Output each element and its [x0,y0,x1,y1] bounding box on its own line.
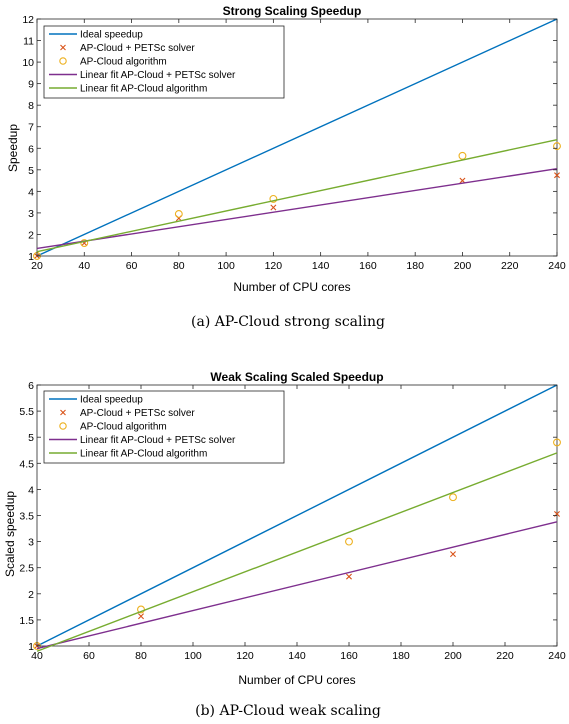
chart-b-ytick-label: 2.5 [19,563,34,575]
chart-a-xtick-label: 100 [217,260,235,272]
chart-b-legend-swatch [59,422,67,430]
chart-b-x-marker [138,613,144,620]
chart-a-legend-swatch [59,57,67,65]
chart-b-legend-label: Linear fit AP-Cloud + PETSc solver [80,435,236,446]
chart-b-legend-label: Ideal speedup [80,395,143,406]
chart-b-xtick-label: 40 [31,650,43,662]
chart-b-legend-label: Linear fit AP-Cloud algorithm [80,449,207,460]
chart-b-xtick-label: 140 [288,650,306,662]
chart-a-ytick-label: 2 [28,229,34,241]
chart-a-ytick-label: 8 [28,100,34,112]
chart-a-series [33,18,561,260]
chart-a-legend-swatch [60,44,66,51]
chart-a-o-marker [80,239,89,248]
chart-b-legend-box [43,390,285,464]
chart-b-xtick-label: 240 [548,650,566,662]
chart-b-legend-label: AP-Cloud + PETSc solver [80,408,195,419]
chart-a-xtick-label: 120 [265,260,283,272]
chart-a-series-line-3 [36,168,558,250]
chart-a-xtick-label: 80 [173,260,185,272]
chart-a-legend-label: Linear fit AP-Cloud + PETSc solver [80,70,236,81]
chart-b-ylabel: Scaled speedup [3,491,17,577]
chart-a-legend-label: Linear fit AP-Cloud algorithm [80,84,207,95]
chart-b-xtick-label: 160 [340,650,358,662]
chart-a-ytick-label: 12 [22,14,34,26]
chart-b-ytick-label: 1.5 [19,615,34,627]
chart-b-ytick-label: 5 [28,432,34,444]
chart-a-xtick-label: 180 [406,260,424,272]
chart-b-ytick-label: 3 [28,537,34,549]
chart-b-ytick-label: 1 [28,641,34,653]
chart-a-legend-box [43,25,285,99]
chart-b-series-line-4 [36,452,558,652]
chart-b-title: Weak Scaling Scaled Speedup [210,370,383,384]
chart-weak-scaling: Weak Scaling Scaled Speedup 40 60 80 100 120… [3,370,566,719]
chart-a-legend-label: AP-Cloud + PETSc solver [80,43,195,54]
chart-a-o-marker [174,210,183,218]
chart-a-series-line-4 [36,138,558,253]
chart-a-ytick-label: 3 [28,208,34,220]
chart-b-xtick-label: 60 [83,650,95,662]
chart-a-legend-label: Ideal speedup [80,30,143,41]
chart-b-xtick-label: 220 [496,650,514,662]
chart-b-ytick-label: 2 [28,589,34,601]
chart-b-caption: (b) AP-Cloud weak scaling [195,703,381,719]
chart-a-legend-label: AP-Cloud algorithm [80,57,167,68]
chart-b-xlabel: Number of CPU cores [238,673,355,687]
chart-a-series-line-0 [36,18,558,257]
chart-a-xtick-label: 20 [31,260,43,272]
chart-a-ticks: 20 40 60 80 100 120 140 160 180 200 220 24012345678… [22,14,566,272]
chart-b-ytick-label: 4.5 [19,458,34,470]
chart-a-ytick-label: 11 [23,36,34,48]
chart-a-o-marker [458,151,467,160]
chart-a-ytick-label: 1 [28,251,34,263]
chart-b-series-line-0 [36,384,558,647]
chart-b-o-marker [137,605,145,614]
chart-a-x-marker [270,204,277,211]
chart-a-ytick-label: 10 [22,57,34,69]
chart-b-series-line-3 [36,521,558,650]
chart-a-ytick-label: 6 [28,143,34,155]
chart-a-xtick-label: 140 [312,260,330,272]
chart-a-o-marker [269,194,278,203]
chart-b-xtick-label: 80 [135,650,147,662]
chart-b-o-marker [553,438,561,447]
chart-b-x-marker [450,551,456,558]
chart-a-xtick-label: 60 [126,260,138,272]
chart-a-xtick-label: 200 [454,260,472,272]
chart-a-xtick-label: 220 [501,260,519,272]
chart-a-ytick-label: 4 [28,186,34,198]
chart-b-xtick-label: 200 [444,650,462,662]
chart-b-xtick-label: 100 [184,650,202,662]
chart-a-xlabel: Number of CPU cores [233,280,350,294]
chart-b-ytick-label: 4 [28,484,34,496]
chart-a-ytick-label: 7 [28,122,34,134]
chart-a-ytick-label: 5 [28,165,34,177]
chart-b-legend-swatch [60,409,66,416]
chart-a-o-marker [553,142,561,151]
chart-b-x-marker [346,573,352,580]
chart-a-ytick-label: 9 [28,79,34,91]
chart-b-o-marker [345,537,353,546]
chart-a-xtick-label: 160 [359,260,377,272]
chart-strong-scaling: Strong Scaling Speedup 20 40 60 80 100 120 140… [6,4,566,330]
chart-a-caption: (a) AP-Cloud strong scaling [191,314,385,330]
chart-a-title: Strong Scaling Speedup [223,4,362,18]
chart-b-xtick-label: 120 [236,650,254,662]
chart-b-legend-label: AP-Cloud algorithm [80,422,167,433]
chart-b-legend: Ideal speedup AP-Cloud + PETSc solver AP-C… [43,390,285,464]
chart-b-ticks: 40 60 80 100 120 140 160 180 200 220 240 1 1.5 2 2.5 3 3… [19,380,566,662]
chart-b-xtick-label: 180 [392,650,410,662]
chart-b-o-marker [449,493,457,502]
chart-a-x-marker [554,172,560,179]
chart-a-xtick-label: 240 [548,260,566,272]
chart-a-legend: Ideal speedup AP-Cloud + PETSc solver AP-C… [43,25,285,99]
chart-a-ylabel: Speedup [6,124,20,172]
chart-a-xtick-label: 40 [78,260,90,272]
chart-b-ytick-label: 6 [28,380,34,392]
chart-b-ytick-label: 5.5 [19,406,34,418]
chart-b-ytick-label: 3.5 [19,511,34,523]
